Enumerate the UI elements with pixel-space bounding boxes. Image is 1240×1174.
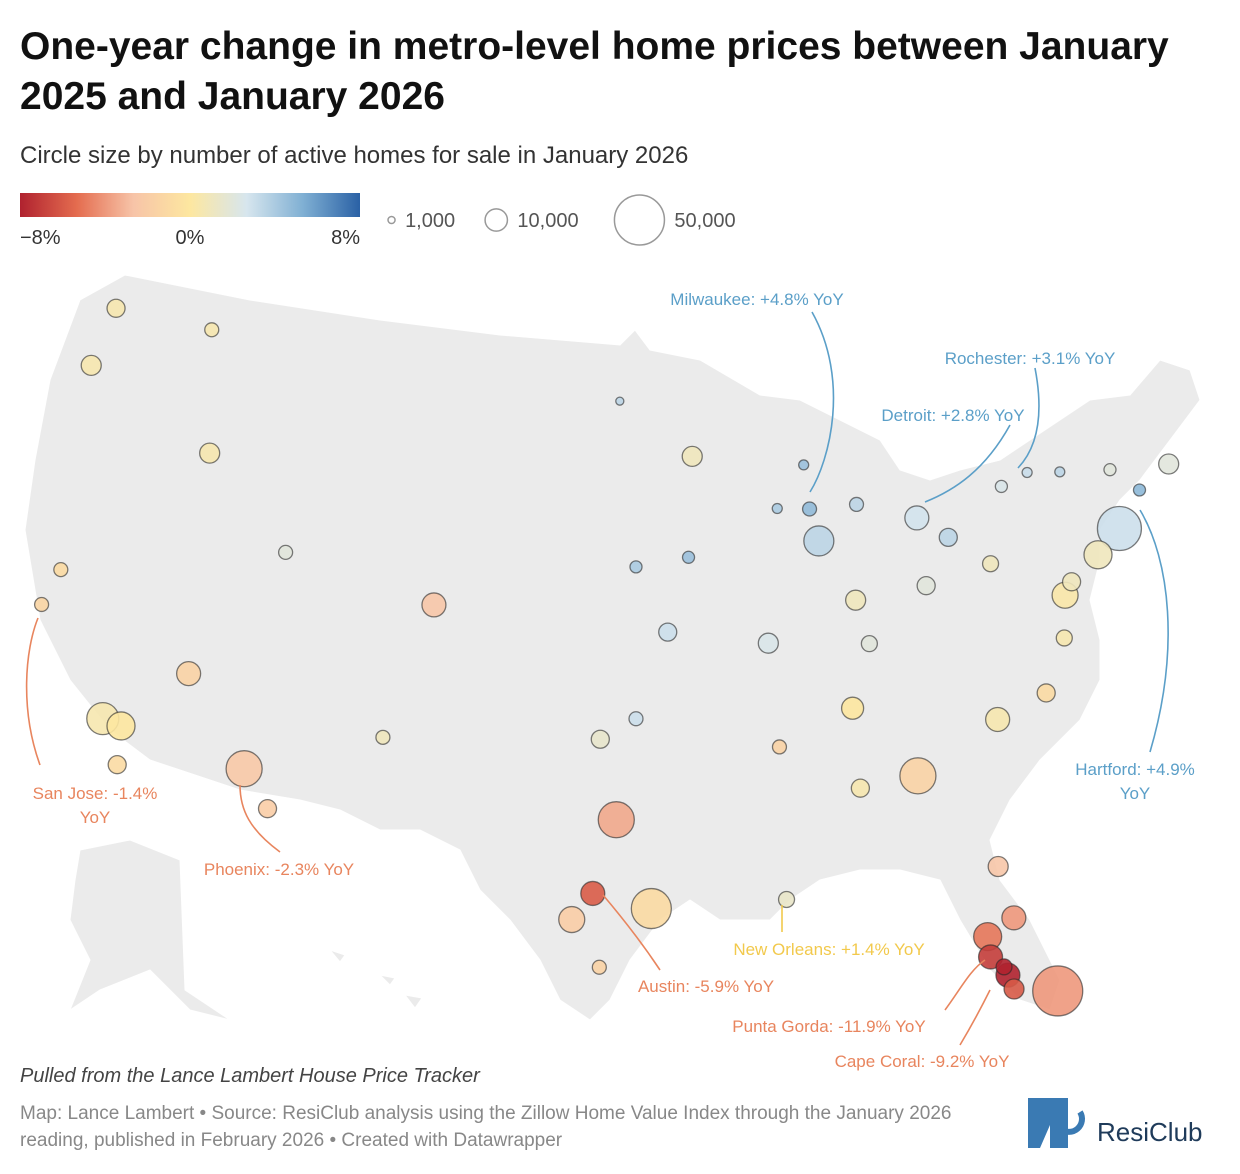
metro-bubble (681, 445, 703, 468)
title: One-year change in metro-level home pric… (20, 25, 1169, 118)
metro-bubble (981, 555, 1000, 573)
metro-bubble (558, 905, 586, 934)
metro-bubble (1132, 483, 1147, 497)
color-legend-label: 0% (176, 227, 205, 249)
metro-bubble (777, 890, 796, 909)
metro-bubble (175, 660, 202, 687)
metro-bubble (904, 505, 930, 531)
metro-bubble (985, 706, 1011, 733)
metro-bubble (204, 322, 220, 338)
metro-bubble (771, 739, 788, 755)
metro-bubble (107, 755, 127, 775)
metro-bubble (1055, 629, 1073, 647)
annotation: New Orleans: +1.4% YoY (733, 940, 924, 959)
metro-bubble (106, 298, 126, 318)
annotation: Punta Gorda: -11.9% YoY (732, 1017, 925, 1036)
metro-bubble (757, 632, 779, 654)
metro-bubble (658, 622, 678, 642)
metro-bubble (1021, 466, 1033, 479)
color-legend-label: −8% (20, 227, 61, 249)
metro-bubble (375, 729, 391, 745)
metro-bubble (580, 880, 606, 907)
metro-bubble (994, 479, 1009, 494)
annotations: Milwaukee: +4.8% YoY Rochester: +3.1% Yo… (204, 290, 1115, 1071)
metro-bubble (277, 544, 294, 560)
metro-bubble (798, 459, 810, 471)
metro-bubble (199, 442, 221, 464)
annotation: San Jose: -1.4% YoY (32, 784, 158, 827)
metro-bubble (1032, 965, 1084, 1017)
metro-bubble (916, 576, 936, 596)
annotation: Milwaukee: +4.8% YoY (670, 290, 843, 309)
metro-bubble (1096, 505, 1143, 552)
metro-bubble (771, 502, 783, 515)
metro-bubble (938, 527, 958, 548)
brand: ResiClub (1097, 1117, 1203, 1147)
metro-bubble (803, 525, 835, 557)
size-legend-label: 50,000 (674, 210, 735, 232)
note: Pulled from the Lance Lambert House Pric… (20, 1065, 480, 1087)
annotation: Hartford: +4.9% YoY (1075, 760, 1195, 803)
metro-bubble (590, 729, 610, 749)
metro-bubble (1103, 463, 1117, 477)
metro-bubble (848, 496, 865, 513)
metro-bubble (591, 959, 607, 975)
size-legend-label: 10,000 (517, 210, 578, 232)
metro-bubble (1061, 572, 1082, 592)
annotation: Rochester: +3.1% YoY (945, 349, 1116, 368)
metro-bubble (681, 550, 696, 564)
metro-bubble (1054, 466, 1066, 478)
metro-bubble (1036, 683, 1056, 703)
metro-bubble (1001, 905, 1027, 931)
metro-bubble (995, 958, 1013, 976)
metro-bubble (987, 855, 1009, 878)
metro-bubble (257, 798, 278, 819)
metro-bubble (1003, 978, 1025, 1000)
subtitle: Circle size by number of active homes fo… (20, 142, 689, 169)
metro-bubble (840, 696, 865, 720)
annotation-arrows (25, 311, 1169, 1046)
color-legend-bar (20, 193, 360, 217)
metro-bubble (53, 561, 69, 578)
metro-bubble (629, 560, 643, 574)
metro-bubble (597, 801, 635, 839)
metro-bubble (1083, 540, 1113, 570)
size-legend-label: 1,000 (405, 210, 455, 232)
metro-bubble (630, 887, 672, 930)
metro-bubble (615, 396, 625, 406)
metro-bubble (899, 757, 937, 795)
annotation: Detroit: +2.8% YoY (881, 406, 1024, 425)
annotation: Austin: -5.9% YoY (638, 977, 774, 996)
metro-bubble (844, 589, 867, 611)
annotation: Phoenix: -2.3% YoY (204, 860, 354, 879)
color-legend-label: 8% (331, 227, 360, 249)
annotation: Cape Coral: -9.2% YoY (835, 1052, 1010, 1071)
source: Map: Lance Lambert • Source: ResiClub an… (20, 1103, 952, 1151)
metro-bubble (801, 501, 818, 517)
metro-bubble (628, 711, 644, 727)
metro-bubble (850, 778, 871, 798)
metro-bubble (80, 354, 102, 377)
metro-bubble (225, 750, 263, 788)
metro-bubble (1158, 453, 1180, 475)
metro-bubble (860, 635, 879, 653)
size-legend-circle (484, 208, 509, 232)
metro-bubble (106, 711, 136, 741)
bubbles (33, 298, 1180, 1017)
metro-bubble (421, 592, 447, 618)
basemap (24, 274, 1201, 1021)
logo: ResiClub (1028, 1098, 1203, 1148)
size-legend-circle (387, 215, 396, 225)
metro-bubble (33, 596, 50, 613)
size-legend-circle (613, 194, 666, 246)
